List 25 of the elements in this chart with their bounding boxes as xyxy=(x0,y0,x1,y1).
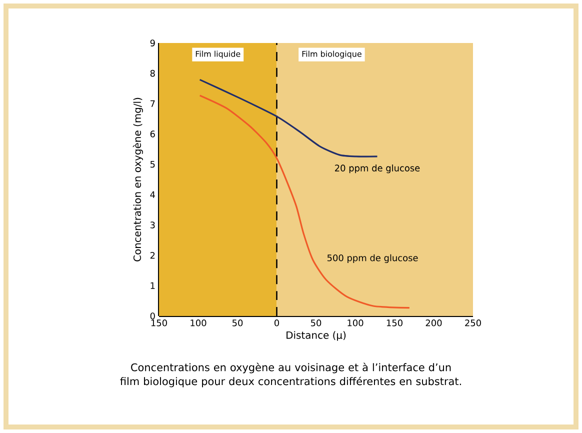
y-tick-label: 5 xyxy=(150,161,155,168)
y-axis-title: Concentration en oxygène (mg/l) xyxy=(132,98,143,262)
x-tick-label: 150 xyxy=(151,320,167,326)
y-tick-label: 3 xyxy=(150,222,155,228)
y-tick-label: 0 xyxy=(150,312,155,320)
series-label: 20 ppm de glucose xyxy=(335,164,420,174)
x-tick-label: 50 xyxy=(232,320,243,326)
y-tick-label: 6 xyxy=(150,130,155,138)
series-label: 500 ppm de glucose xyxy=(327,254,418,263)
y-tick-label: 8 xyxy=(150,70,155,77)
y-tick-label: 9 xyxy=(150,40,155,46)
x-tick-label: 100 xyxy=(190,320,206,326)
x-tick-label: 250 xyxy=(465,320,481,326)
text: Concentrations en oxygène au voisinage et à l’interface d’un film biologique pour deux concentrations différentes en substrat. xyxy=(120,362,461,388)
y-tick-label: 4 xyxy=(150,191,155,198)
y-tick-label: 2 xyxy=(150,252,155,259)
y-tick-label: 7 xyxy=(150,100,155,107)
x-tick-label: 100 xyxy=(348,320,364,326)
x-tick-label: 50 xyxy=(310,320,322,326)
x-tick-label: 0 xyxy=(274,320,280,326)
x-tick-label: 200 xyxy=(426,320,442,326)
x-tick-label: 150 xyxy=(386,320,402,326)
x-axis-title: Distance (µ) xyxy=(286,331,346,341)
y-tick-label: 1 xyxy=(150,282,155,289)
line-series xyxy=(199,78,378,158)
